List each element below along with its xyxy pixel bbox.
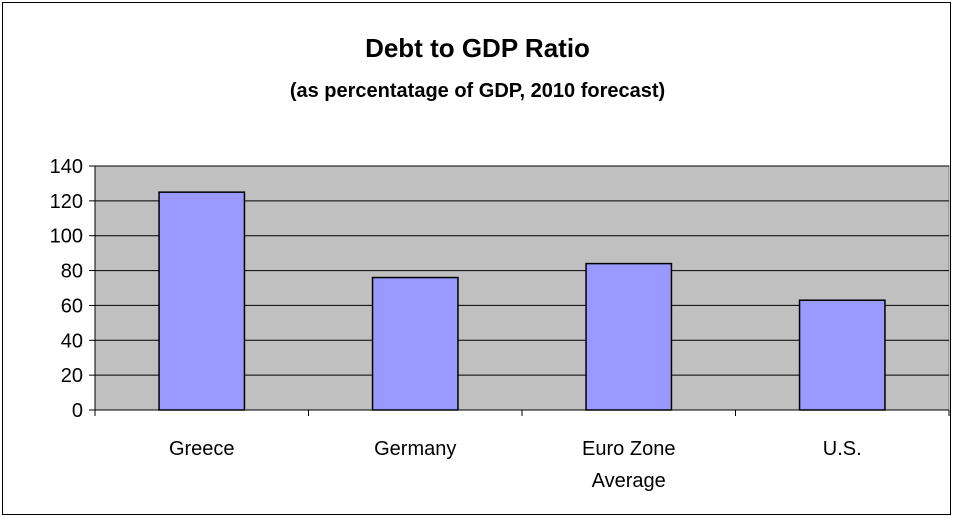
x-tick-label: Euro Zone Average <box>582 438 675 492</box>
y-tick-label: 20 <box>61 365 83 387</box>
y-tick-label: 40 <box>61 330 83 352</box>
chart-subtitle: (as percentatage of GDP, 2010 forecast) <box>289 80 666 102</box>
y-tick-label: 60 <box>61 295 83 317</box>
x-tick-label: Germany <box>374 438 456 460</box>
y-tick-label: 0 <box>72 400 83 422</box>
y-tick-label: 140 <box>50 156 83 178</box>
y-tick-label: 80 <box>61 261 83 283</box>
bar <box>158 191 246 411</box>
y-tick-label: 120 <box>50 191 83 213</box>
chart-title: Debt to GDP Ratio <box>365 33 590 63</box>
x-tick-label: Greece <box>169 438 235 460</box>
bar <box>798 299 886 411</box>
bar <box>371 276 459 411</box>
x-tick-label: U.S. <box>823 438 862 460</box>
y-tick-label: 100 <box>50 226 83 248</box>
bar <box>585 262 673 411</box>
